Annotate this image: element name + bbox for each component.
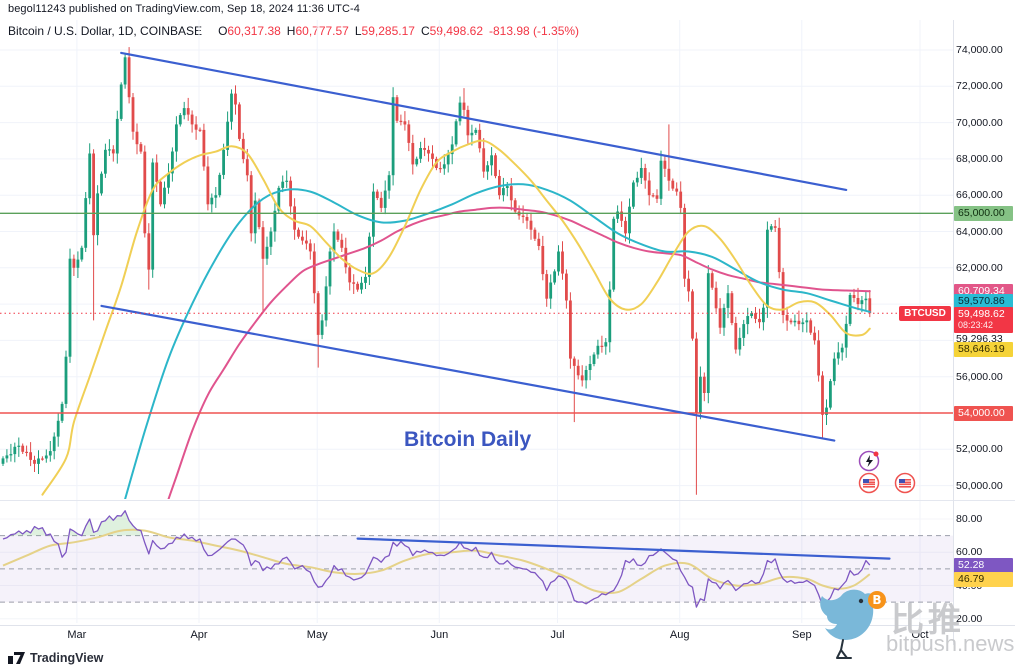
countdown-timer: 08:23:42 [958, 320, 994, 330]
chart-legend[interactable]: Bitcoin / U.S. Dollar, 1D, COINBASE O60,3… [8, 24, 579, 38]
last-price-badge: 59,498.62 08:23:42 [954, 307, 1013, 333]
y-axis-tick: 72,000.00 [956, 80, 1003, 92]
y-axis-tick: 68,000.00 [956, 153, 1003, 165]
rsi-axis-tick: 80.00 [956, 513, 983, 525]
low-label: L [354, 24, 362, 38]
y-axis-tick: 74,000.00 [956, 44, 1003, 56]
x-axis-month-label: Oct [911, 629, 929, 641]
x-axis-month-label: Aug [669, 629, 690, 641]
high-label: H [286, 24, 296, 38]
flash-event-icon[interactable] [858, 450, 880, 472]
close-value: 59,498.62 [429, 24, 483, 38]
us-flag-event-icon[interactable] [894, 472, 916, 494]
y-axis-tick: 52,000.00 [956, 443, 1003, 455]
y-axis-tick: 66,000.00 [956, 189, 1003, 201]
published-attribution: begol11243 published on TradingView.com,… [8, 3, 361, 15]
high-value: 60,777.57 [295, 24, 349, 38]
rsi-value-badge: 52.28 [954, 558, 1013, 573]
open-label: O [218, 24, 228, 38]
x-axis-month-label: Mar [67, 629, 87, 641]
price-level-badge: 54,000.00 [954, 406, 1013, 421]
tradingview-logo-text: TradingView [30, 650, 104, 665]
price-level-badge: 59,570.86 [954, 294, 1013, 309]
symbol-price-pill: BTCUSD [899, 306, 951, 321]
rsi-axis-tick: 20.00 [956, 613, 983, 625]
y-axis-tick: 50,000.00 [956, 480, 1003, 492]
price-level-badge: 65,000.00 [954, 206, 1013, 221]
y-axis-tick: 56,000.00 [956, 371, 1003, 383]
x-axis-month-label: May [306, 629, 328, 641]
y-axis-tick: 70,000.00 [956, 117, 1003, 129]
y-axis-tick: 64,000.00 [956, 226, 1003, 238]
chart-annotation-text: Bitcoin Daily [404, 428, 532, 451]
x-axis-month-label: Apr [190, 629, 208, 641]
symbol-title: Bitcoin / U.S. Dollar, 1D, COINBASE [8, 24, 203, 38]
tradingview-logo[interactable]: TradingView [8, 650, 103, 665]
change-value: -813.98 (-1.35%) [489, 24, 580, 38]
low-value: 59,285.17 [361, 24, 415, 38]
us-flag-event-icon[interactable] [858, 472, 880, 494]
y-axis-tick: 62,000.00 [956, 262, 1003, 274]
x-axis-month-label: Sep [792, 629, 812, 641]
x-axis-month-label: Jun [430, 629, 449, 641]
rsi-axis-tick: 60.00 [956, 546, 983, 558]
x-axis-month-label: Jul [550, 629, 565, 641]
tradingview-logo-icon [8, 652, 25, 664]
open-value: 60,317.38 [227, 24, 281, 38]
rsi-value-badge: 46.79 [954, 572, 1013, 587]
close-label: C [420, 24, 430, 38]
price-level-badge: 58,646.19 [954, 342, 1013, 357]
